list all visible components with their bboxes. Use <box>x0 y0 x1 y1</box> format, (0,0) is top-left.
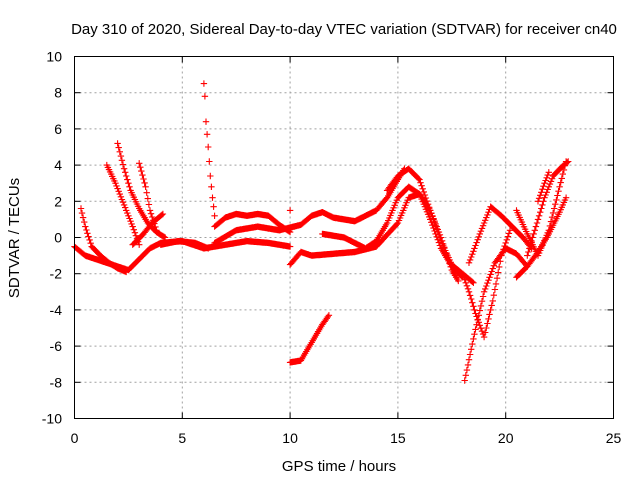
series-markers <box>286 207 294 214</box>
x-tick-label: 20 <box>498 430 514 446</box>
x-tick-label: 15 <box>390 430 406 446</box>
y-tick-label: 8 <box>54 85 62 101</box>
series-markers <box>200 80 218 219</box>
series-markers <box>114 140 169 241</box>
series-markers <box>157 237 212 252</box>
series-markers <box>534 169 552 205</box>
plot-frame <box>74 56 614 419</box>
series-track-u <box>513 194 570 281</box>
y-tick-label: 6 <box>54 121 62 137</box>
series-track-n <box>286 312 333 366</box>
series-track-t <box>524 158 572 259</box>
series-track-l <box>319 183 466 281</box>
series-track-c <box>103 161 143 248</box>
y-tick-label: -4 <box>50 302 63 318</box>
x-tick-label: 0 <box>71 430 79 446</box>
series-markers <box>211 165 408 247</box>
grid <box>74 56 614 419</box>
x-tick-label: 10 <box>282 430 298 446</box>
y-tick-label: -2 <box>50 266 63 282</box>
series-markers <box>513 194 570 281</box>
axis-ticks: 0 5 10 15 20 25 -10 -8 -6 -4 -2 0 2 4 6 8 10 <box>42 49 622 447</box>
y-axis-label: SDTVAR / TECUs <box>6 178 23 298</box>
x-tick-label: 5 <box>178 430 186 446</box>
series-track-q <box>461 245 531 384</box>
series-track-i <box>211 210 294 236</box>
series-track-r <box>465 203 535 266</box>
series-markers <box>77 205 130 276</box>
series-markers <box>211 210 294 236</box>
series-markers <box>319 183 466 281</box>
y-tick-label: -8 <box>50 374 63 390</box>
series-track-g <box>157 237 212 252</box>
series-track-d <box>114 140 169 241</box>
series-track-b <box>77 205 130 276</box>
series-markers <box>129 210 167 248</box>
series-markers <box>103 161 143 248</box>
series-markers <box>524 158 572 259</box>
y-tick-label: 10 <box>46 49 62 65</box>
chart-title: Day 310 of 2020, Sidereal Day-to-day VTE… <box>71 21 617 38</box>
y-tick-label: 4 <box>54 157 62 173</box>
series-track-h <box>200 80 218 219</box>
series-track-j <box>211 165 408 247</box>
x-tick-label: 25 <box>606 430 622 446</box>
series-markers <box>465 203 535 266</box>
y-tick-label: 2 <box>54 193 62 209</box>
series-track-o <box>286 207 294 214</box>
series-markers <box>286 312 333 366</box>
series-track-f <box>129 210 167 248</box>
y-tick-label: 0 <box>54 230 62 246</box>
y-tick-label: -10 <box>42 411 62 427</box>
data-marks <box>71 80 572 384</box>
series-markers <box>461 245 531 384</box>
y-tick-label: -6 <box>50 338 63 354</box>
x-axis-label: GPS time / hours <box>282 458 396 475</box>
series-track-v <box>534 169 552 205</box>
